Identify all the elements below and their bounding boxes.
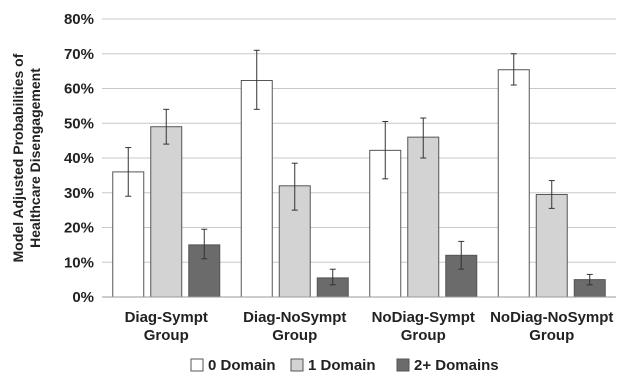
y-tick-label: 0% [72,289,94,306]
category-label-line: NoDiag-NoSympt [490,309,613,326]
bar-one-domain-4 [535,193,568,298]
legend-label-one-domain: 1 Domain [308,357,376,374]
y-axis-title: Model Adjusted Probabilities ofHealthcar… [10,53,43,262]
legend: 0 Domain 1 Domain 2+ Domains [190,357,499,374]
category-label-line: Group [401,327,446,344]
bar-one-domain-1 [150,126,183,298]
y-tick-label: 70% [64,46,94,63]
category-label-line: Group [529,327,574,344]
y-axis-label: Model Adjusted Probabilities ofHealthcar… [10,53,43,262]
category-label-line: NoDiag-Sympt [372,309,475,326]
y-tick-label: 60% [64,81,94,98]
legend-label-two-plus-domains: 2+ Domains [414,357,499,374]
y-axis-title-line: Healthcare Disengagement [27,68,43,248]
category-label-1: Diag-Sympt Group [125,309,208,344]
y-tick-label: 40% [64,150,94,167]
legend-swatch-two-plus-domains [396,358,410,372]
y-tick-labels: 0% 10% 20% 30% 40% 50% 60% 70% 80% [64,11,94,306]
category-label-4: NoDiag-NoSympt Group [490,309,613,344]
legend-swatch-one-domain [290,358,304,372]
category-label-line: Diag-NoSympt [243,309,346,326]
category-label-line: Diag-Sympt [125,309,208,326]
y-tick-label: 80% [64,11,94,28]
y-axis-title-line: Model Adjusted Probabilities of [10,53,26,262]
bar-zero-domain-2 [240,80,273,298]
y-tick-label: 30% [64,185,94,202]
gridlines [102,18,616,263]
y-tick-label: 10% [64,254,94,271]
category-label-2: Diag-NoSympt Group [243,309,346,344]
category-label-line: Group [272,327,317,344]
bar-zero-domain-4 [497,69,530,298]
bar-one-domain-3 [407,136,440,298]
legend-label-zero-domain: 0 Domain [208,357,276,374]
error-bars [125,49,593,286]
legend-swatch-zero-domain [190,358,204,372]
bars [112,69,606,298]
category-label-line: Group [144,327,189,344]
y-tick-label: 50% [64,115,94,132]
category-label-3: NoDiag-Sympt Group [372,309,475,344]
y-tick-label: 20% [64,220,94,237]
